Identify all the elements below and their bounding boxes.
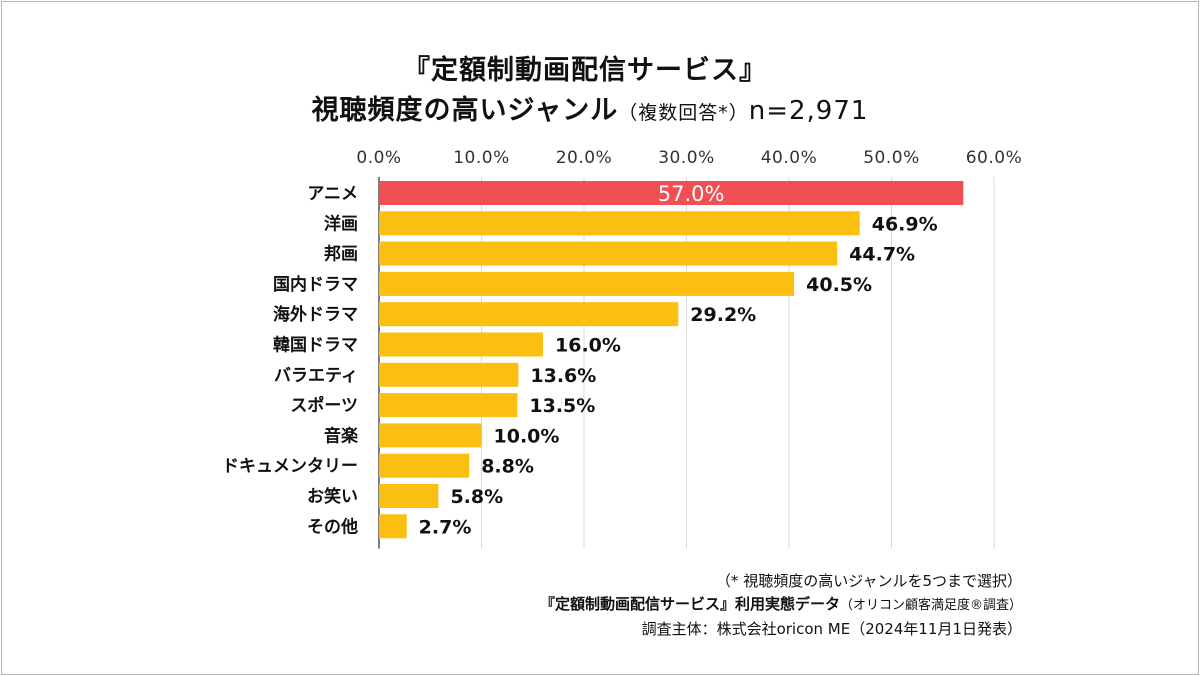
footnote-source: 『定額制動画配信サービス』利用実態データ（オリコン顧客満足度®調査） (540, 593, 1022, 614)
bar (379, 362, 519, 387)
bar (379, 484, 439, 508)
data-label: 57.0% (658, 182, 725, 206)
x-tick-label: 50.0% (863, 148, 920, 168)
category-label: お笑い (307, 486, 358, 507)
x-tick-label: 10.0% (453, 148, 510, 168)
bar (379, 453, 470, 478)
source-main: 『定額制動画配信サービス』利用実態データ (539, 595, 840, 613)
bar (379, 393, 518, 418)
data-label: 29.2% (690, 304, 756, 326)
category-label: アニメ (307, 184, 358, 204)
source-sub: （オリコン顧客満足度®調査） (839, 598, 1022, 613)
category-label: その他 (307, 516, 358, 537)
data-label: 44.7% (849, 244, 915, 266)
bar (379, 332, 543, 357)
bar (379, 271, 795, 296)
x-tick-label: 40.0% (761, 148, 818, 168)
chart-title-line2: 視聴頻度の高いジャンル（複数回答*）n=2,971 (0, 88, 1190, 127)
data-label: 10.0% (494, 425, 560, 447)
bar (379, 423, 482, 448)
data-label: 5.8% (450, 486, 503, 508)
category-label: 洋画 (324, 213, 358, 234)
category-label: バラエティ (274, 366, 358, 386)
category-label: 音楽 (324, 425, 359, 446)
data-label: 13.6% (530, 365, 596, 387)
x-tick-label: 20.0% (556, 148, 613, 168)
data-label: 40.5% (806, 274, 872, 296)
bar (379, 241, 838, 266)
category-label: 国内ドラマ (273, 274, 358, 295)
category-label: ドキュメンタリー (222, 457, 358, 477)
bar (379, 211, 860, 236)
bar (379, 302, 679, 327)
data-label: 46.9% (872, 213, 938, 235)
bar (379, 514, 407, 539)
data-label: 16.0% (555, 335, 621, 357)
x-tick-label: 60.0% (966, 148, 1023, 168)
bar (379, 181, 964, 205)
chart-title-note: （複数回答*） (618, 102, 749, 124)
category-label: スポーツ (290, 395, 358, 416)
sample-size: n=2,971 (748, 96, 869, 126)
data-label: 13.5% (529, 395, 595, 417)
footnote-selection: （* 視聴頻度の高いジャンルを5つまで選択） (715, 572, 1022, 590)
x-tick-label: 30.0% (658, 148, 715, 168)
data-label: 8.8% (481, 456, 534, 478)
footnote-organizer: 調査主体：株式会社oricon ME（2024年11月1日発表） (641, 620, 1022, 638)
category-label: 邦画 (324, 244, 358, 265)
x-tick-label: 0.0% (356, 148, 401, 168)
chart-title-line1: 『定額制動画配信サービス』 (403, 55, 767, 86)
chart-title-main: 視聴頻度の高いジャンル (311, 95, 619, 126)
category-label: 韓国ドラマ (273, 335, 358, 356)
category-label: 海外ドラマ (273, 304, 358, 325)
data-label: 2.7% (419, 516, 472, 538)
